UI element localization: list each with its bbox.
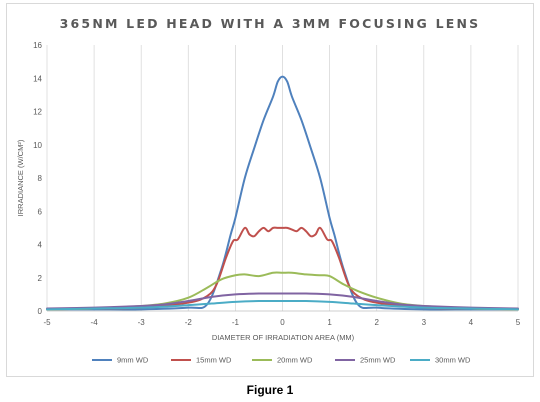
x-tick-label-1: -4: [91, 318, 99, 327]
y-tick-label-8: 16: [33, 41, 42, 50]
figure-caption: Figure 1: [247, 383, 294, 397]
y-tick-label-6: 12: [33, 108, 42, 117]
x-tick-label-10: 5: [516, 318, 521, 327]
legend-label-0: 9mm WD: [117, 356, 149, 365]
legend-label-1: 15mm WD: [196, 356, 232, 365]
chart-title: 365NM LED HEAD WITH A 3MM FOCUSING LENS: [60, 16, 481, 31]
y-tick-label-1: 2: [38, 274, 43, 283]
y-tick-label-3: 6: [38, 207, 43, 216]
series-group: [46, 75, 519, 311]
x-tick-label-5: 0: [280, 318, 285, 327]
x-tick-label-2: -3: [138, 318, 146, 327]
series-line-3: [46, 292, 519, 310]
y-tick-label-7: 14: [33, 74, 42, 83]
x-tick-label-0: -5: [43, 318, 51, 327]
x-axis-ticks: -5 -4 -3 -2 -1 0 1 2 3 4 5: [43, 318, 520, 327]
x-tick-label-6: 1: [327, 318, 332, 327]
x-tick-label-8: 3: [422, 318, 427, 327]
x-tick-label-7: 2: [374, 318, 379, 327]
x-tick-label-3: -2: [185, 318, 193, 327]
x-tick-label-4: -1: [232, 318, 240, 327]
y-tick-label-0: 0: [38, 307, 43, 316]
x-axis-label: DIAMETER OF IRRADIATION AREA (MM): [212, 333, 355, 342]
grid: [46, 45, 519, 311]
legend: 9mm WD 15mm WD 20mm WD 25mm WD 30mm WD: [92, 356, 471, 365]
legend-label-3: 25mm WD: [360, 356, 396, 365]
legend-label-4: 30mm WD: [435, 356, 471, 365]
x-tick-label-9: 4: [469, 318, 474, 327]
y-tick-label-5: 10: [33, 141, 42, 150]
y-tick-label-2: 4: [38, 241, 43, 250]
y-axis-ticks: 0 2 4 6 8 10 12 14 16: [33, 41, 42, 316]
y-tick-label-4: 8: [38, 174, 43, 183]
legend-label-2: 20mm WD: [277, 356, 313, 365]
y-axis-label: IRRADIANCE (W/CM²): [16, 139, 25, 216]
series-line-2: [46, 271, 519, 311]
series-line-1: [46, 226, 519, 311]
series-line-4: [46, 299, 519, 311]
